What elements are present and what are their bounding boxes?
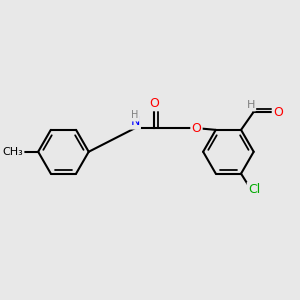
Text: H: H (247, 100, 255, 110)
Text: O: O (149, 97, 159, 110)
Text: Cl: Cl (248, 183, 260, 196)
Text: CH₃: CH₃ (2, 147, 23, 157)
Text: O: O (191, 122, 201, 135)
Text: O: O (273, 106, 283, 119)
Text: H: H (131, 110, 139, 121)
Text: N: N (130, 115, 140, 128)
